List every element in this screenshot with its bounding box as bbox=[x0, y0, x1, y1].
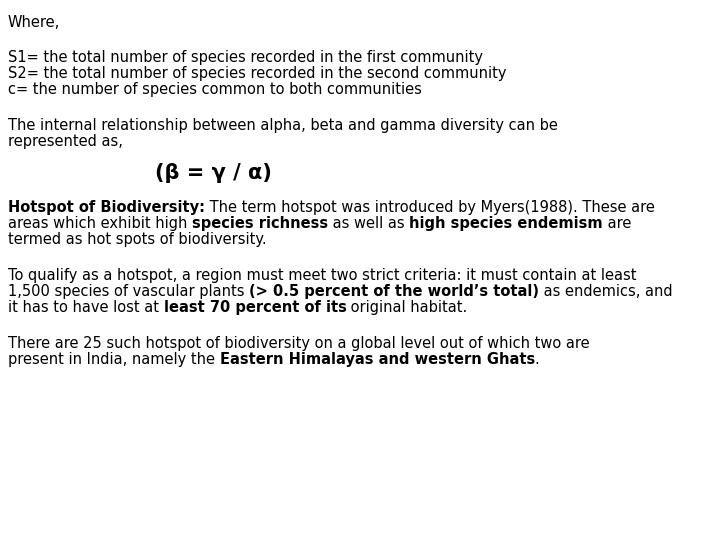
Text: are: are bbox=[603, 216, 631, 231]
Text: represented as,: represented as, bbox=[8, 134, 123, 149]
Text: The internal relationship between alpha, beta and gamma diversity can be: The internal relationship between alpha,… bbox=[8, 118, 558, 133]
Text: high species endemism: high species endemism bbox=[410, 216, 603, 231]
Text: areas which exhibit high: areas which exhibit high bbox=[8, 216, 192, 231]
Text: original habitat.: original habitat. bbox=[346, 300, 468, 315]
Text: .: . bbox=[535, 352, 539, 367]
Text: The term hotspot was introduced by Myers(1988). These are: The term hotspot was introduced by Myers… bbox=[205, 200, 655, 215]
Text: Eastern Himalayas and western Ghats: Eastern Himalayas and western Ghats bbox=[220, 352, 535, 367]
Text: Hotspot of Biodiversity:: Hotspot of Biodiversity: bbox=[8, 200, 205, 215]
Text: c= the number of species common to both communities: c= the number of species common to both … bbox=[8, 82, 422, 97]
Text: 1,500 species of vascular plants: 1,500 species of vascular plants bbox=[8, 284, 249, 299]
Text: S1= the total number of species recorded in the first community: S1= the total number of species recorded… bbox=[8, 50, 483, 65]
Text: as endemics, and: as endemics, and bbox=[539, 284, 672, 299]
Text: present in India, namely the: present in India, namely the bbox=[8, 352, 220, 367]
Text: Where,: Where, bbox=[8, 15, 60, 30]
Text: To qualify as a hotspot, a region must meet two strict criteria: it must contain: To qualify as a hotspot, a region must m… bbox=[8, 268, 636, 283]
Text: (> 0.5 percent of the world’s total): (> 0.5 percent of the world’s total) bbox=[249, 284, 539, 299]
Text: species richness: species richness bbox=[192, 216, 328, 231]
Text: S2= the total number of species recorded in the second community: S2= the total number of species recorded… bbox=[8, 66, 506, 81]
Text: There are 25 such hotspot of biodiversity on a global level out of which two are: There are 25 such hotspot of biodiversit… bbox=[8, 336, 590, 351]
Text: it has to have lost at: it has to have lost at bbox=[8, 300, 163, 315]
Text: least 70 percent of its: least 70 percent of its bbox=[163, 300, 346, 315]
Text: termed as hot spots of biodiversity.: termed as hot spots of biodiversity. bbox=[8, 232, 266, 247]
Text: as well as: as well as bbox=[328, 216, 410, 231]
Text: (β = γ / α): (β = γ / α) bbox=[155, 163, 272, 183]
